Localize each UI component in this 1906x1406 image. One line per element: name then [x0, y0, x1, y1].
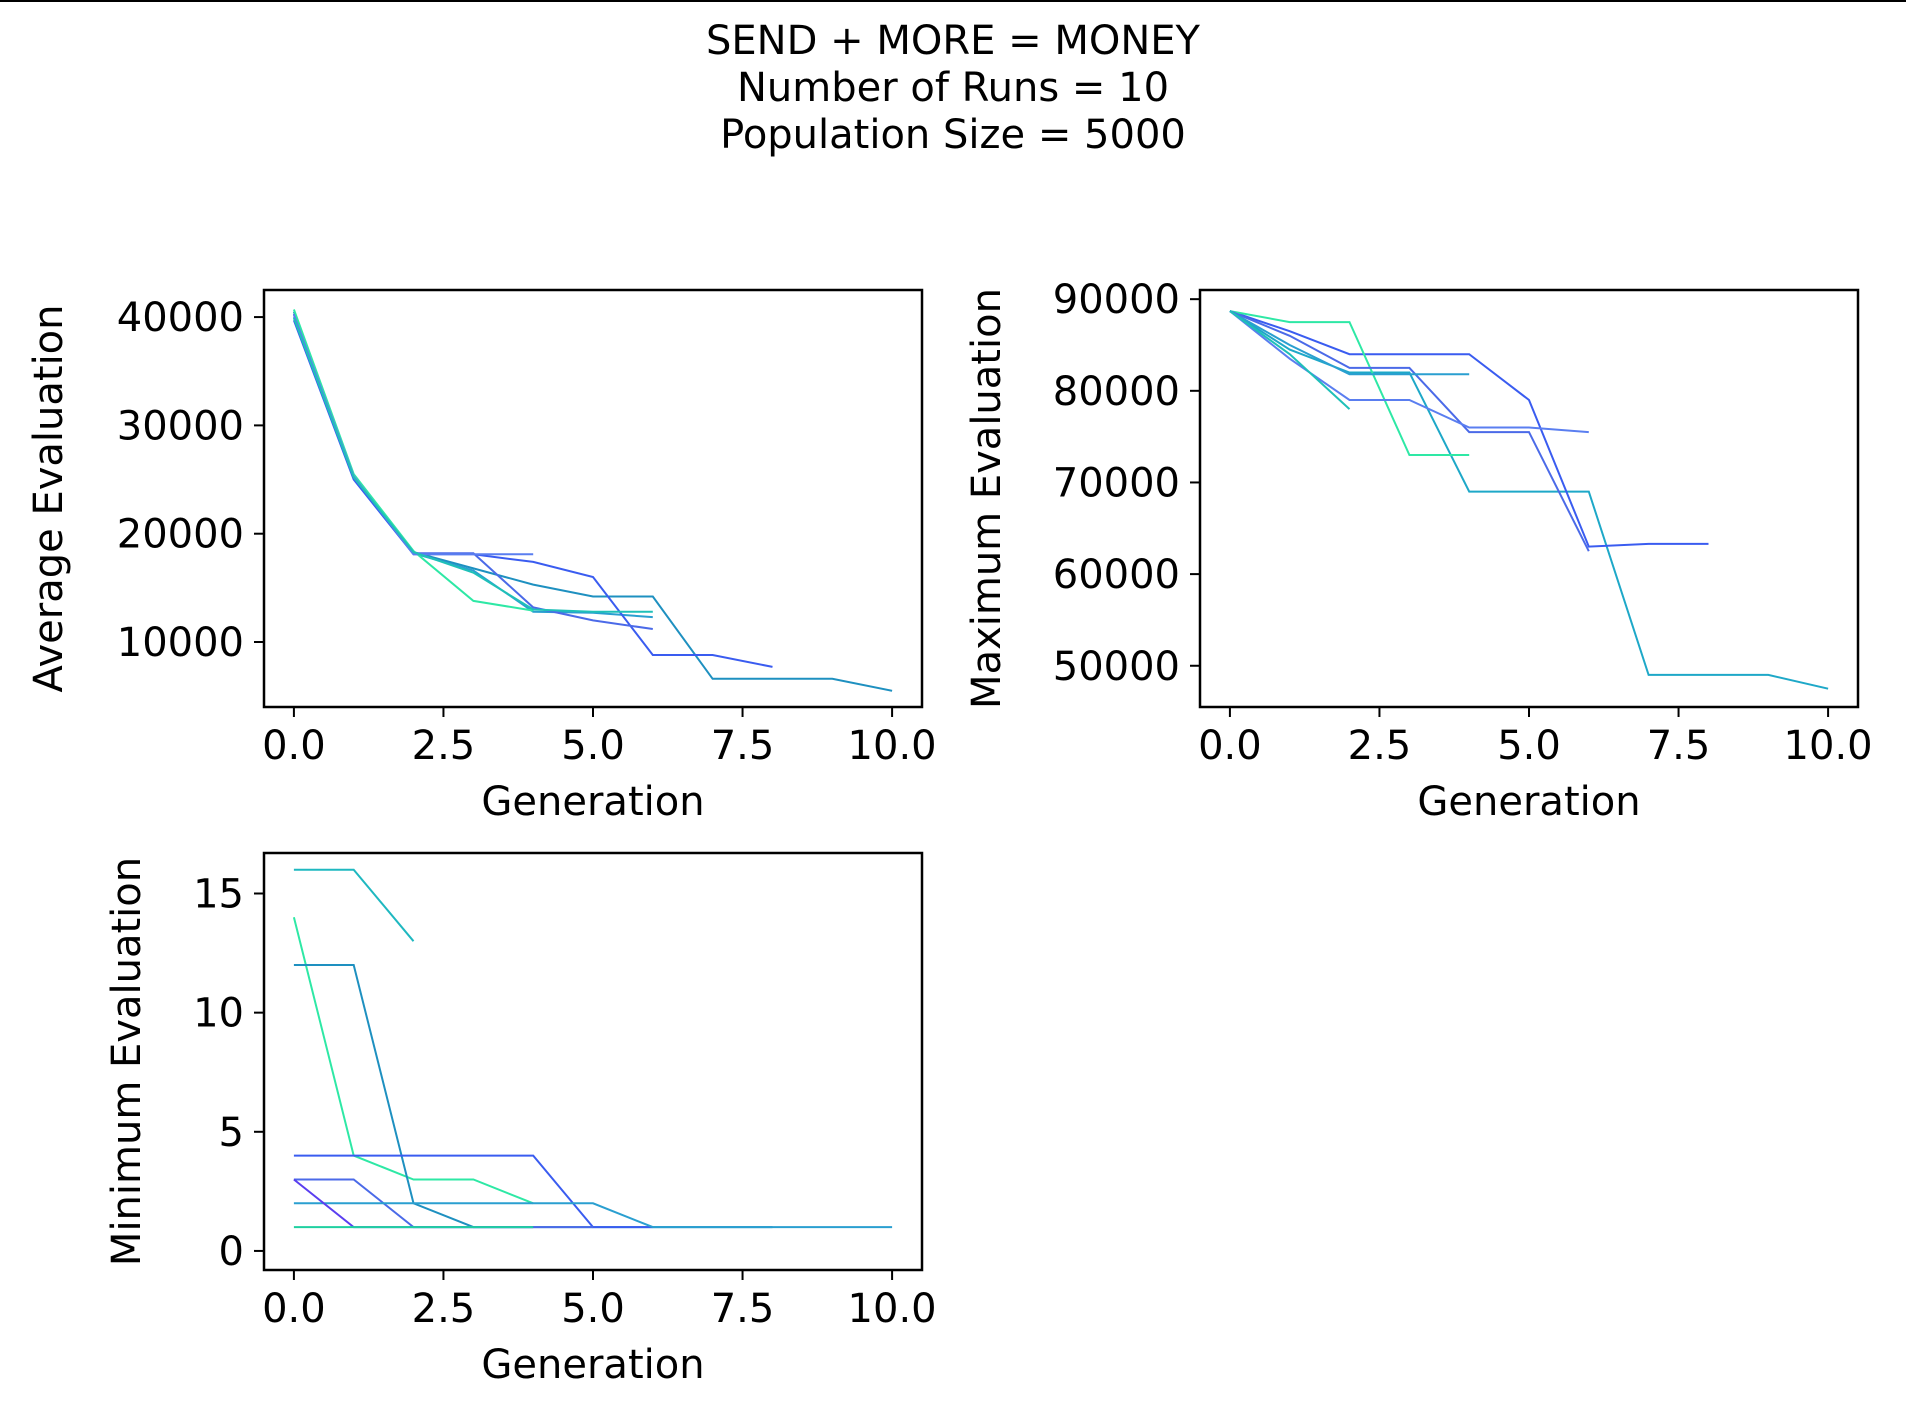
x-tick-label: 10.0 — [848, 723, 937, 769]
axes-frame — [262, 851, 924, 1272]
y-tick-label: 0 — [219, 1229, 244, 1275]
series-line-6 — [1229, 310, 1470, 376]
y-tick-label: 50000 — [1053, 644, 1180, 690]
y-tick-label: 80000 — [1053, 369, 1180, 415]
y-tick-label: 20000 — [117, 512, 244, 558]
y-tick-label: 30000 — [117, 403, 244, 449]
subplot-2: 0.0 2.5 5.0 7.5 10.0 50000 60000 70000 80000 9000… — [964, 277, 1873, 825]
series-line-6 — [293, 1202, 893, 1229]
x-tick-label: 5.0 — [1497, 723, 1561, 769]
series-line-5 — [1229, 310, 1589, 434]
x-tick-label: 7.5 — [711, 1286, 775, 1332]
figure-title-line-2: Number of Runs = 10 — [736, 65, 1170, 111]
x-tick-label: 5.0 — [561, 1286, 625, 1332]
x-tick-label: 0.0 — [262, 723, 326, 769]
x-axis-label: Generation — [481, 779, 704, 825]
y-tick-label: 40000 — [117, 295, 244, 341]
series-line-3 — [1229, 310, 1470, 456]
x-axis-label: Generation — [1417, 779, 1640, 825]
y-tick-label: 5 — [219, 1110, 244, 1156]
x-tick-label: 0.0 — [1198, 723, 1262, 769]
x-axis-label: Generation — [481, 1342, 704, 1388]
y-tick-label: 10 — [193, 991, 244, 1037]
x-tick-label: 2.5 — [1348, 723, 1412, 769]
series-line-7 — [1229, 310, 1351, 410]
series-line-1 — [293, 868, 415, 942]
series-line-4 — [1229, 310, 1590, 552]
x-tick-label: 10.0 — [1784, 723, 1873, 769]
series-line-3 — [292, 319, 773, 668]
x-tick-label: 2.5 — [412, 1286, 476, 1332]
x-tick-label: 7.5 — [1647, 723, 1711, 769]
figure-title-line-3: Population Size = 5000 — [720, 112, 1186, 158]
series-line-7 — [292, 317, 653, 613]
series-line-2 — [1229, 310, 1709, 548]
x-tick-label: 10.0 — [848, 1286, 937, 1332]
x-tick-label: 0.0 — [262, 1286, 326, 1332]
series-line-4 — [293, 1154, 653, 1229]
series-line-4 — [292, 313, 653, 630]
y-tick-label: 70000 — [1053, 460, 1180, 506]
series-line-1 — [292, 311, 893, 692]
y-tick-label: 90000 — [1053, 277, 1180, 323]
axes-frame — [262, 288, 924, 709]
y-tick-label: 15 — [193, 872, 244, 918]
y-axis-label: Average Evaluation — [26, 304, 72, 692]
y-tick-label: 10000 — [117, 620, 244, 666]
x-tick-label: 2.5 — [412, 723, 476, 769]
y-tick-label: 60000 — [1053, 552, 1180, 598]
subplot-3: 0.0 2.5 5.0 7.5 10.0 0 5 10 15 Generation Minimum … — [104, 851, 937, 1388]
series-line-5 — [292, 309, 534, 612]
series-line-2 — [292, 917, 534, 1205]
subplot-1: 0.0 2.5 5.0 7.5 10.0 10000 20000 30000 40000 Gene… — [26, 288, 937, 825]
figure-title-line-1: SEND + MORE = MONEY — [706, 18, 1200, 64]
series-line-1 — [1229, 310, 1829, 690]
y-axis-label: Maximum Evaluation — [964, 288, 1010, 709]
y-axis-label: Minimum Evaluation — [104, 857, 150, 1266]
x-tick-label: 7.5 — [711, 723, 775, 769]
top-border-line — [0, 0, 1906, 2]
series-line-6 — [292, 314, 534, 556]
x-tick-label: 5.0 — [561, 723, 625, 769]
